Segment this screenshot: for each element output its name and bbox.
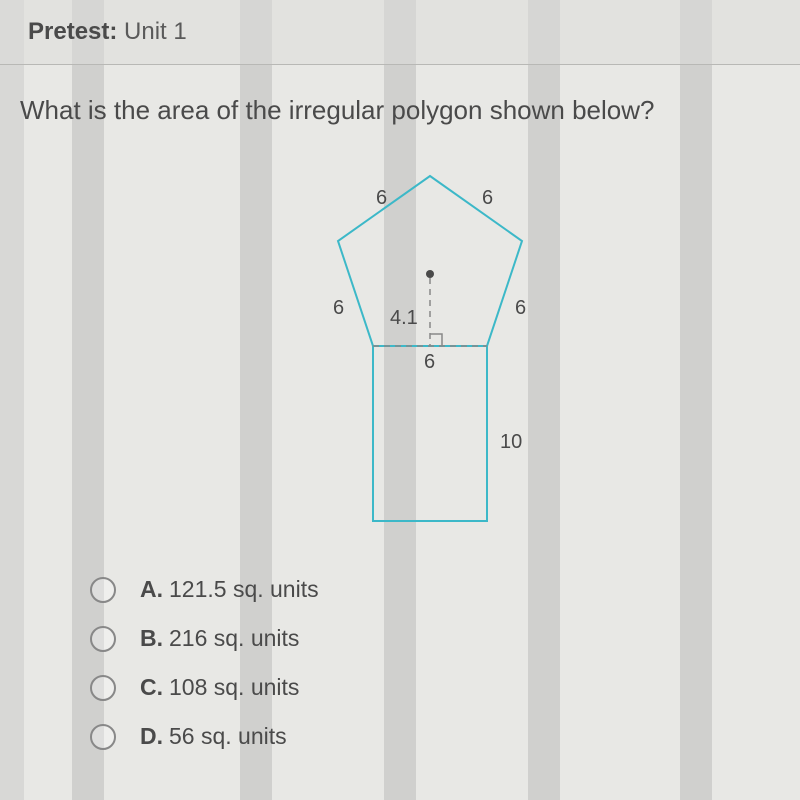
label-inner-6: 6 — [424, 351, 435, 373]
header-prefix: Pretest: — [28, 18, 117, 45]
polygon-diagram: 6 6 6 6 4.1 6 10 — [290, 166, 570, 546]
header-unit: Unit 1 — [124, 18, 187, 45]
label-apothem: 4.1 — [390, 307, 418, 329]
diagram-container: 6 6 6 6 4.1 6 10 — [0, 136, 800, 566]
header-title: Pretest: Unit 1 — [28, 18, 772, 46]
radio-c[interactable] — [90, 675, 116, 701]
option-a-label: A.121.5 sq. units — [140, 576, 319, 603]
label-right-6: 6 — [515, 297, 526, 319]
answer-options: A.121.5 sq. units B.216 sq. units C.108 … — [0, 566, 800, 750]
pretest-header: Pretest: Unit 1 — [0, 0, 800, 65]
option-b-label: B.216 sq. units — [140, 625, 299, 652]
label-top-left-6: 6 — [376, 187, 387, 209]
option-b[interactable]: B.216 sq. units — [90, 625, 800, 652]
option-c-label: C.108 sq. units — [140, 674, 299, 701]
label-left-6: 6 — [333, 297, 344, 319]
option-d-label: D.56 sq. units — [140, 723, 287, 750]
radio-a[interactable] — [90, 577, 116, 603]
question-text: What is the area of the irregular polygo… — [0, 65, 800, 136]
option-c[interactable]: C.108 sq. units — [90, 674, 800, 701]
option-d[interactable]: D.56 sq. units — [90, 723, 800, 750]
radio-b[interactable] — [90, 626, 116, 652]
radio-d[interactable] — [90, 724, 116, 750]
option-a[interactable]: A.121.5 sq. units — [90, 576, 800, 603]
label-rect-10: 10 — [500, 431, 522, 453]
pentagon-shape — [338, 176, 522, 346]
label-top-right-6: 6 — [482, 187, 493, 209]
right-angle-marker — [430, 334, 442, 346]
center-dot — [426, 270, 434, 278]
